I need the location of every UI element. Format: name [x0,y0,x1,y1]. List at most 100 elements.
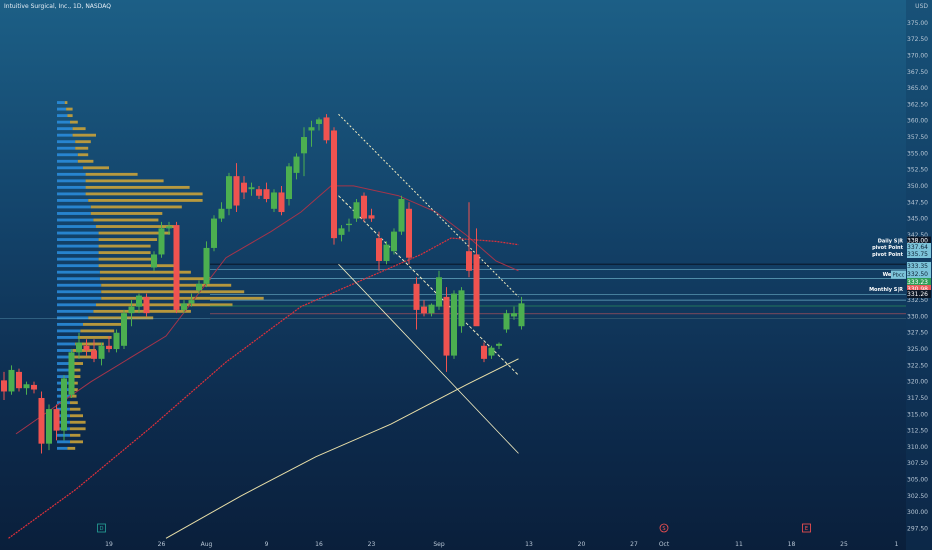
y-tick-label: 372.50 [907,36,928,43]
candle-body [98,345,105,359]
profile-bar-gold [85,179,164,183]
profile-bar-blue [57,290,102,294]
candle-body [16,371,22,389]
profile-bar-gold [98,231,171,235]
y-tick-label: 350.00 [907,183,928,190]
candle-body [436,277,442,307]
level-price-tag [907,278,931,286]
profile-bar-blue [57,296,102,300]
profile-bar-blue [57,127,73,131]
profile-bar-gold [93,218,159,222]
candle-body [256,189,262,196]
candle-body [413,283,420,310]
profile-bar-gold [101,290,245,294]
sma-red-line [8,237,519,539]
y-tick-label: 367.50 [907,69,928,76]
candle-body [496,343,502,346]
level-price-tag [907,250,931,258]
candle-body [473,254,480,327]
candle-body [391,231,397,252]
candle-body [383,244,390,261]
profile-bar-blue [57,107,67,111]
y-tick-label: 357.50 [907,134,928,141]
profile-bar-gold [80,329,115,333]
candle-body [503,313,510,330]
candle-body [346,223,352,226]
level-price-tag [907,236,931,245]
candle-body [406,208,412,258]
x-tick-label: 26 [158,541,166,548]
level-price-tag [907,262,931,270]
profile-bar-gold [70,394,77,398]
candle-body [511,313,517,317]
candle-body [428,304,435,314]
profile-bar-gold [70,433,81,437]
candle-body [1,380,7,392]
profile-bar-gold [85,172,138,176]
profile-bar-gold [77,153,89,157]
profile-bar-blue [57,185,86,189]
profile-bar-gold [98,264,177,268]
profile-bar-gold [72,133,96,137]
event-marker [802,523,811,533]
event-markers: S ED [97,523,811,533]
profile-bar-blue [57,101,65,104]
event-marker [97,523,106,533]
candle-body [323,117,330,141]
profile-bar-blue [57,238,99,242]
candle-body [248,187,255,190]
profile-bar-gold [99,277,211,281]
channel-mid-line [338,195,519,376]
profile-bar-gold [72,355,94,359]
profile-bar-blue [57,172,86,176]
candle-body [226,176,232,209]
candle-body [361,195,367,219]
candle-body [443,296,450,356]
profile-bar-gold [75,146,89,150]
candle-body [481,345,487,359]
candle-body [31,384,37,390]
y-tick-label: 330.00 [907,313,928,320]
profile-bar-blue [57,329,81,333]
profile-bar-blue [57,270,100,274]
x-tick-label: 23 [368,541,376,548]
profile-bar-blue [57,368,70,372]
profile-bar-gold [77,159,94,163]
level-name-label: Monthly S|R [869,287,903,293]
level-price-tag [907,270,931,278]
candle-body [331,130,337,239]
profile-bar-blue [57,355,73,359]
profile-bar-blue [57,244,99,248]
profile-bar-gold [98,238,158,242]
candle-body [173,225,180,310]
x-tick-label: 19 [105,541,113,548]
level-price-tag [907,243,931,251]
profile-bar-gold [85,192,203,196]
x-tick-label: Sep [433,541,445,548]
y-tick-label: 332.50 [907,297,928,304]
profile-bar-blue [57,153,78,157]
profile-bar-gold [67,446,76,450]
y-tick-label: 370.00 [907,52,928,59]
x-tick-label: 20 [578,541,586,548]
profile-bar-gold [88,198,203,202]
profile-bar-blue [57,198,89,202]
candle-body [46,409,52,444]
profile-bar-blue [57,349,73,352]
candle-body [158,228,165,255]
profile-bar-blue [57,140,76,144]
x-tick-label: 27 [630,541,638,548]
profile-bar-gold [70,375,81,379]
x-tick-label: 13 [525,541,533,548]
level-price-tag [907,290,931,298]
profile-bar-gold [83,322,122,326]
candle-body [211,218,217,248]
candle-body [188,300,195,304]
candle-body [151,254,157,268]
profile-bar-gold [72,127,86,131]
y-tick-label: 320.00 [907,379,928,386]
candle-body [488,347,495,356]
y-tick-label: 327.50 [907,330,928,337]
profile-bar-blue [57,120,70,124]
